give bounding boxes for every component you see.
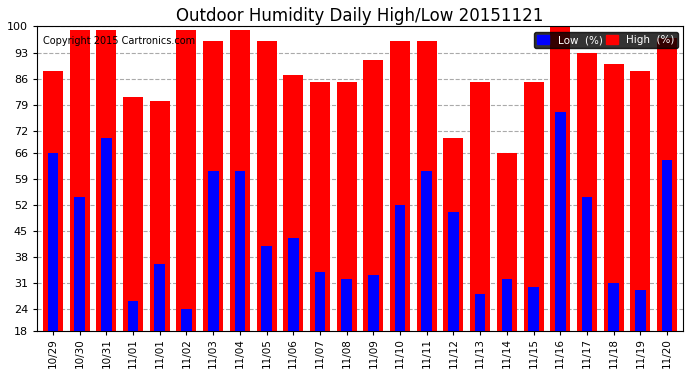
Bar <box>524 82 544 375</box>
Title: Outdoor Humidity Daily High/Low 20151121: Outdoor Humidity Daily High/Low 20151121 <box>177 7 544 25</box>
Bar <box>75 197 85 375</box>
Text: Copyright 2015 Cartronics.com: Copyright 2015 Cartronics.com <box>43 36 195 46</box>
Bar <box>155 264 165 375</box>
Bar <box>48 153 59 375</box>
Bar <box>337 82 357 375</box>
Bar <box>448 212 459 375</box>
Bar <box>635 290 646 375</box>
Bar <box>97 30 117 375</box>
Bar <box>475 294 486 375</box>
Bar <box>502 279 512 375</box>
Bar <box>181 309 192 375</box>
Bar <box>550 27 570 375</box>
Bar <box>315 272 325 375</box>
Bar <box>177 30 197 375</box>
Bar <box>203 41 223 375</box>
Bar <box>128 302 139 375</box>
Bar <box>284 75 304 375</box>
Bar <box>529 286 539 375</box>
Bar <box>422 171 432 375</box>
Bar <box>631 71 651 375</box>
Bar <box>368 275 379 375</box>
Bar <box>470 82 490 375</box>
Bar <box>310 82 330 375</box>
Bar <box>342 279 352 375</box>
Bar <box>417 41 437 375</box>
Bar <box>657 38 677 375</box>
Bar <box>444 138 464 375</box>
Bar <box>662 160 672 375</box>
Bar <box>609 283 619 375</box>
Bar <box>235 171 245 375</box>
Bar <box>582 197 592 375</box>
Bar <box>43 71 63 375</box>
Bar <box>395 205 406 375</box>
Bar <box>262 246 272 375</box>
Bar <box>497 153 517 375</box>
Bar <box>230 30 250 375</box>
Bar <box>257 41 277 375</box>
Bar <box>70 30 90 375</box>
Bar <box>101 138 112 375</box>
Bar <box>208 171 219 375</box>
Legend: Low  (%), High  (%): Low (%), High (%) <box>533 32 678 48</box>
Bar <box>390 41 410 375</box>
Bar <box>555 112 566 375</box>
Bar <box>577 53 597 375</box>
Bar <box>288 238 299 375</box>
Bar <box>150 101 170 375</box>
Bar <box>604 64 624 375</box>
Bar <box>364 60 384 375</box>
Bar <box>123 97 143 375</box>
